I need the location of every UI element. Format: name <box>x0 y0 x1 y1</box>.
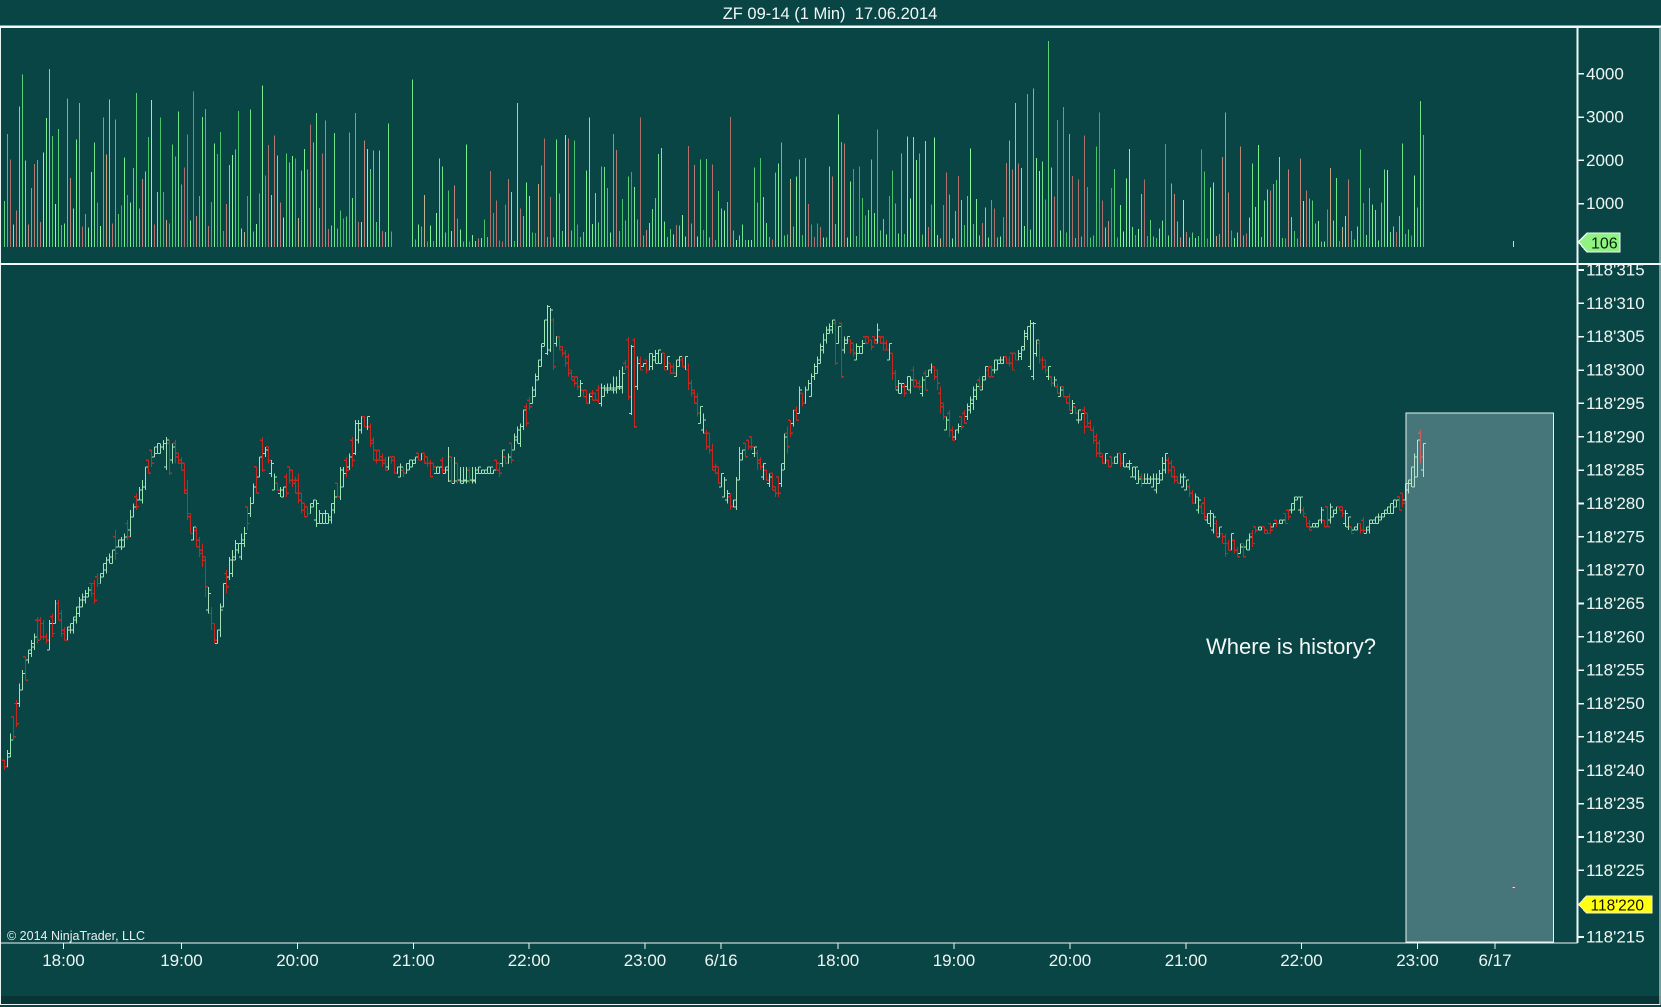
svg-text:118'290: 118'290 <box>1586 427 1645 446</box>
svg-text:118'270: 118'270 <box>1586 561 1645 580</box>
svg-text:118'310: 118'310 <box>1586 294 1645 313</box>
svg-text:118'280: 118'280 <box>1586 494 1645 513</box>
svg-text:118'305: 118'305 <box>1586 327 1645 346</box>
svg-text:2000: 2000 <box>1586 151 1624 170</box>
svg-text:6/17: 6/17 <box>1478 951 1511 970</box>
svg-text:20:00: 20:00 <box>276 951 319 970</box>
svg-text:ZF 09-14 (1 Min) 17.06.2014: ZF 09-14 (1 Min) 17.06.2014 <box>723 5 938 23</box>
svg-text:21:00: 21:00 <box>1165 951 1208 970</box>
svg-text:118'235: 118'235 <box>1586 794 1645 813</box>
svg-text:© 2014 NinjaTrader, LLC: © 2014 NinjaTrader, LLC <box>7 929 145 943</box>
svg-text:118'250: 118'250 <box>1586 694 1645 713</box>
svg-text:4000: 4000 <box>1586 64 1624 83</box>
svg-text:18:00: 18:00 <box>817 951 860 970</box>
svg-text:118'300: 118'300 <box>1586 361 1645 380</box>
svg-text:118'240: 118'240 <box>1586 761 1645 780</box>
svg-text:Where is history?: Where is history? <box>1206 634 1376 659</box>
svg-text:22:00: 22:00 <box>508 951 551 970</box>
svg-text:19:00: 19:00 <box>160 951 203 970</box>
svg-text:22:00: 22:00 <box>1280 951 1323 970</box>
svg-text:118'260: 118'260 <box>1586 627 1645 646</box>
svg-text:19:00: 19:00 <box>933 951 976 970</box>
svg-text:118'285: 118'285 <box>1586 461 1645 480</box>
svg-text:118'265: 118'265 <box>1586 594 1645 613</box>
svg-text:118'315: 118'315 <box>1586 261 1645 280</box>
svg-text:23:00: 23:00 <box>624 951 667 970</box>
svg-text:20:00: 20:00 <box>1049 951 1092 970</box>
svg-text:118'245: 118'245 <box>1586 727 1645 746</box>
svg-text:118'220: 118'220 <box>1591 898 1645 915</box>
svg-text:118'225: 118'225 <box>1586 861 1645 880</box>
svg-text:3000: 3000 <box>1586 108 1624 127</box>
svg-text:118'230: 118'230 <box>1586 827 1645 846</box>
svg-text:118'255: 118'255 <box>1586 661 1645 680</box>
svg-text:21:00: 21:00 <box>392 951 435 970</box>
svg-text:23:00: 23:00 <box>1396 951 1439 970</box>
svg-text:18:00: 18:00 <box>42 951 85 970</box>
svg-text:1000: 1000 <box>1586 194 1624 213</box>
svg-text:118'275: 118'275 <box>1586 527 1645 546</box>
svg-text:106: 106 <box>1591 236 1618 253</box>
svg-text:6/16: 6/16 <box>704 951 737 970</box>
svg-text:118'295: 118'295 <box>1586 394 1645 413</box>
svg-text:118'215: 118'215 <box>1586 928 1645 947</box>
